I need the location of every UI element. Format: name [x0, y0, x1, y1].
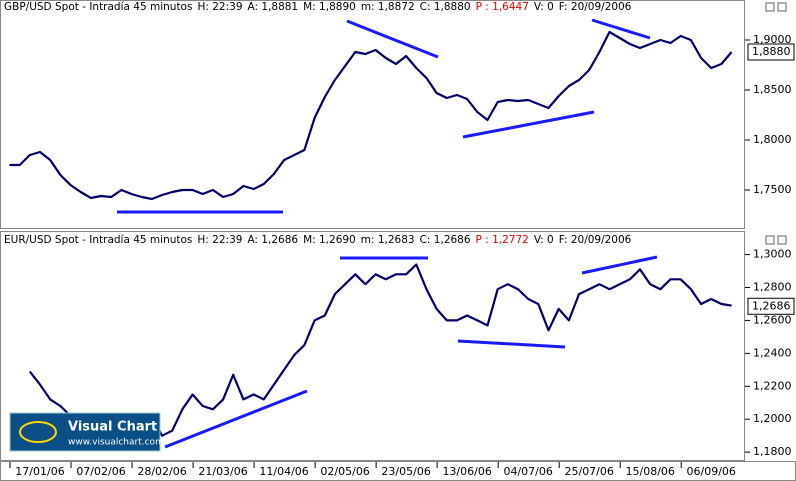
y-tick-label: 1,8500: [753, 83, 792, 96]
info: C: 1,8880: [420, 1, 471, 13]
x-tick-label: 13/06/06: [442, 465, 491, 478]
logo-url: www.visualchart.com: [68, 438, 164, 448]
price-line: [9, 30, 733, 201]
panel-title: GBP/USD Spot - Intradía 45 minutos H: 22:…: [4, 1, 632, 13]
info: P : 1,6447: [476, 1, 529, 13]
x-tick-label: 06/09/06: [687, 465, 736, 478]
logo-box: [9, 412, 161, 452]
info: H: 22:39: [197, 234, 242, 246]
y-tick-label: 1,2800: [753, 281, 792, 294]
x-tick-label: 28/02/06: [137, 465, 186, 478]
x-tick-label: 02/05/06: [320, 465, 369, 478]
info: V: 0: [534, 234, 554, 246]
y-tick-label: 1,1800: [753, 445, 792, 458]
x-tick-label: 17/01/06: [15, 465, 64, 478]
info: P : 1,2772: [476, 234, 529, 246]
panel-title: EUR/USD Spot - Intradía 45 minutos H: 22:…: [4, 234, 632, 246]
trend-lines: [117, 18, 658, 449]
info: m: 1,8872: [361, 1, 415, 13]
last-price-label: 1,8880: [752, 45, 791, 58]
x-tick-label: 11/04/06: [259, 465, 308, 478]
x-tick-label: 04/07/06: [503, 465, 552, 478]
info: F: 20/09/2006: [559, 1, 632, 13]
y-tick-label: 1,2000: [753, 412, 792, 425]
y-tick-label: 1,8000: [753, 133, 792, 146]
logo-icon: [19, 421, 57, 443]
window-buttons: [765, 2, 787, 245]
panel-frame: [0, 231, 745, 461]
last-price-box: [747, 297, 795, 315]
x-tick-label: 07/02/06: [76, 465, 125, 478]
info: H: 22:39: [197, 1, 242, 13]
title: GBP/USD Spot - Intradía 45 minutos: [4, 1, 192, 13]
logo-name: Visual Chart: [68, 420, 157, 435]
y-tick-label: 1,7500: [753, 183, 792, 196]
y-tick-label: 1,2400: [753, 346, 792, 359]
info: V: 0: [534, 1, 554, 13]
info: C: 1,2686: [420, 234, 471, 246]
title: EUR/USD Spot - Intradía 45 minutos: [4, 234, 192, 246]
y-tick-label: 1,9000: [753, 33, 792, 46]
y-tick-label: 1,2600: [753, 313, 792, 326]
info: m: 1,2683: [361, 234, 415, 246]
last-price-label: 1,2686: [752, 299, 791, 312]
info: A: 1,2686: [247, 234, 298, 246]
info: M: 1,2690: [303, 234, 356, 246]
y-tick-label: 1,3000: [753, 248, 792, 261]
x-tick-label: 25/07/06: [564, 465, 613, 478]
x-tick-label: 15/08/06: [626, 465, 675, 478]
info: F: 20/09/2006: [559, 234, 632, 246]
x-tick-label: 23/05/06: [381, 465, 430, 478]
x-tick-label: 21/03/06: [198, 465, 247, 478]
panel-frame: [0, 0, 745, 229]
info: A: 1,8881: [248, 1, 299, 13]
y-tick-label: 1,2200: [753, 379, 792, 392]
info: M: 1,8890: [303, 1, 356, 13]
last-price-box: [747, 43, 795, 61]
